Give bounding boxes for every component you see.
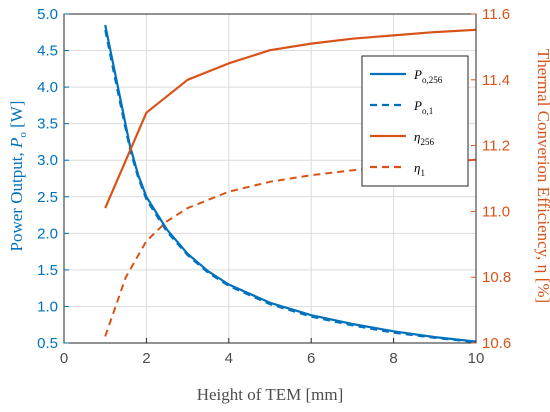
legend-symbol: η (414, 160, 420, 175)
y-left-axis-label: Power Output, Po [W] (7, 101, 29, 252)
y-right-tick-label: 10.8 (482, 269, 511, 286)
y-left-tick-label: 2.0 (37, 225, 58, 242)
y-left-tick-label: 4.0 (37, 79, 58, 96)
x-axis-ticks: 0 2 4 6 8 10 (60, 338, 485, 367)
y-left-tick-label: 1.0 (37, 298, 58, 315)
legend-subscript: 256 (420, 137, 434, 147)
x-tick-label: 0 (60, 350, 68, 367)
legend-entry-label: η256 (414, 129, 434, 147)
legend-symbol: P (413, 98, 422, 113)
legend-subscript: o,256 (422, 75, 443, 85)
y-left-tick-label: 1.5 (37, 262, 58, 279)
legend-subscript: o,1 (422, 106, 433, 116)
legend-symbol: P (413, 67, 422, 82)
legend-box (361, 55, 469, 187)
y-right-axis-ticks: 10.6 10.8 11.0 11.2 11.4 11.6 (471, 6, 511, 352)
y-left-tick-label: 3.5 (37, 116, 58, 133)
series-line-1 (104, 29, 477, 344)
y-left-axis-ticks: 0.5 1.0 1.5 2.0 2.5 3.0 3.5 4.0 4.5 5.0 (37, 6, 69, 352)
legend-entry-label: η1 (414, 160, 425, 178)
y-left-axis-label-unit: [W] (7, 101, 26, 133)
legend-subscript: 1 (420, 168, 425, 178)
legend-symbol: η (414, 129, 420, 144)
y-left-tick-label: 0.5 (37, 335, 58, 352)
x-tick-label: 6 (307, 350, 315, 367)
y-left-axis-label-symbol: P (7, 138, 26, 149)
y-right-axis-label: Thermal Converion Efficiency, η [%] (534, 49, 550, 303)
y-right-tick-label: 11.6 (482, 6, 510, 23)
x-tick-label: 8 (389, 350, 397, 367)
x-tick-label: 10 (468, 350, 485, 367)
y-right-tick-label: 11.0 (482, 203, 510, 220)
x-tick-label: 4 (225, 350, 233, 367)
y-left-tick-label: 4.5 (37, 43, 58, 60)
legend-entry-label: Po,1 (413, 98, 433, 116)
y-left-tick-label: 5.0 (37, 6, 58, 23)
x-tick-label: 2 (142, 350, 150, 367)
y-right-tick-label: 10.6 (482, 335, 511, 352)
y-right-tick-label: 11.2 (482, 138, 510, 155)
x-axis-label: Height of TEM [mm] (197, 385, 344, 404)
y-left-tick-label: 2.5 (37, 189, 58, 206)
legend-entry-label: Po,256 (413, 67, 443, 85)
y-left-tick-label: 3.0 (37, 152, 58, 169)
y-left-axis-label-subscript: o (17, 132, 29, 138)
series-line-2 (104, 28, 477, 209)
y-left-axis-label-main: Power Output, (7, 148, 26, 251)
plot-frame (63, 13, 477, 344)
y-right-tick-label: 11.4 (482, 72, 510, 89)
